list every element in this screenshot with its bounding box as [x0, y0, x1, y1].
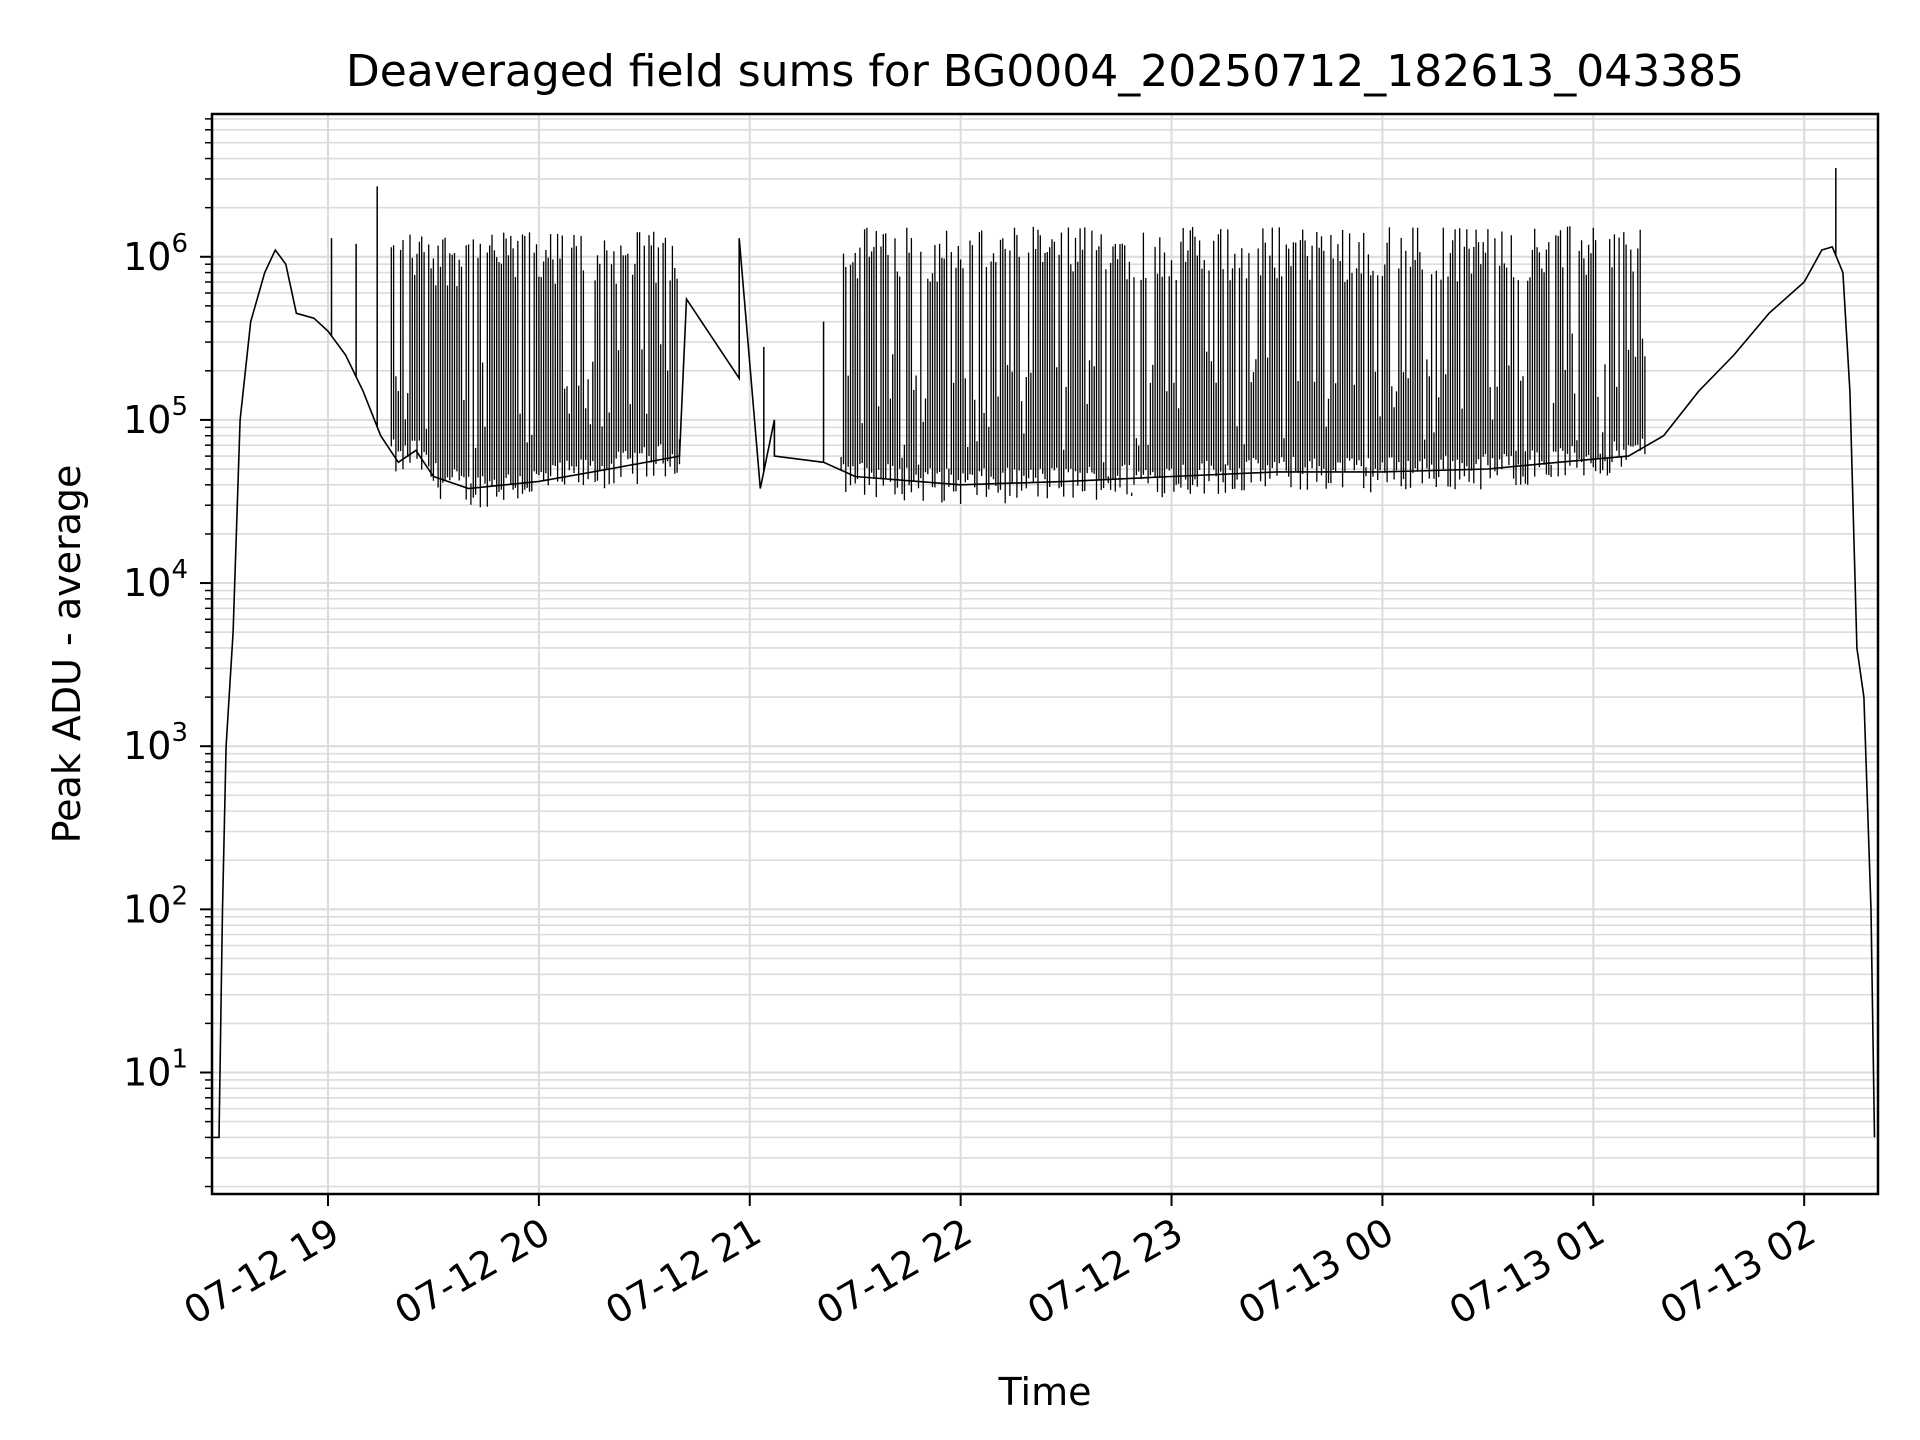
y-tick-label: 105 — [123, 392, 188, 442]
series-burst-segment — [840, 226, 1646, 504]
series-baseline-line — [212, 238, 1876, 1139]
y-tick-label: 103 — [123, 718, 188, 768]
series-group — [212, 168, 1876, 1139]
series-burst-segment — [390, 231, 681, 508]
y-axis-label: Peak ADU - average — [45, 465, 89, 844]
grid — [212, 114, 1878, 1194]
x-axis-label: Time — [998, 1370, 1092, 1414]
y-tick-label: 106 — [123, 229, 188, 279]
plot-frame — [210, 112, 1880, 1196]
y-tick-label: 101 — [123, 1044, 188, 1094]
y-tick-label: 104 — [123, 555, 188, 605]
y-tick-label: 102 — [123, 881, 188, 931]
chart-title: Deaveraged field sums for BG0004_2025071… — [346, 46, 1744, 97]
y-axis: 101 102 103 104 105 106 — [123, 118, 212, 1188]
